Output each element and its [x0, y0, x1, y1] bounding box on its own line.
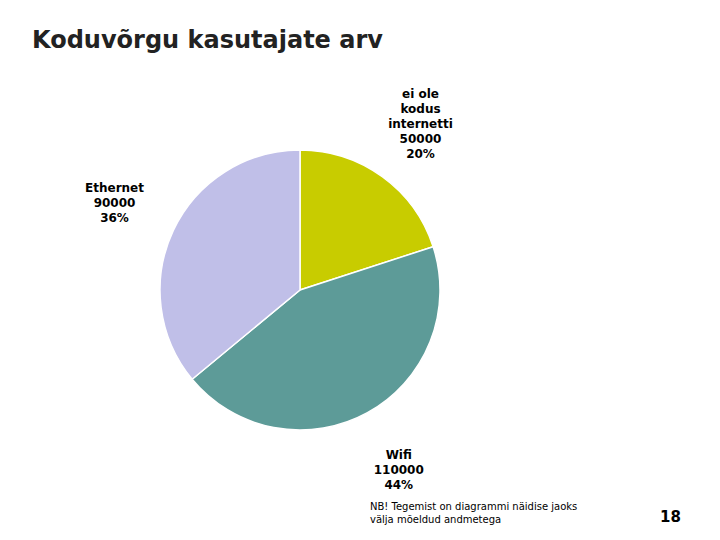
pie: [160, 150, 440, 430]
chart-root: Koduvõrgu kasutajate arv ei olekodusinter…: [0, 0, 720, 540]
slice-label: ei olekodusinternetti5000020%: [388, 87, 453, 161]
data-label: 36%: [100, 211, 129, 225]
category-label-line: ei ole: [402, 87, 439, 101]
slide-number: 18: [660, 508, 681, 526]
count-label: 90000: [94, 196, 136, 210]
slice-label: Wifi11000044%: [374, 448, 424, 492]
note-line: NB! Tegemist on diagrammi näidise jaoks: [370, 501, 577, 512]
category-label: Wifi: [386, 448, 412, 462]
category-label-line: kodus: [400, 102, 440, 116]
slice-label: Ethernet9000036%: [85, 181, 144, 225]
slice-labels: ei olekodusinternetti5000020% Wifi1100004…: [85, 87, 453, 491]
note: NB! Tegemist on diagrammi näidise jaoks v…: [370, 501, 577, 525]
note-line: välja mõeldud andmetega: [370, 514, 501, 525]
chart-title: Koduvõrgu kasutajate arv: [32, 26, 383, 54]
count-label: 50000: [400, 132, 442, 146]
category-label-line: Ethernet: [85, 181, 144, 195]
data-label: 44%: [384, 478, 413, 492]
category-label: Ethernet: [85, 181, 144, 195]
category-label: ei olekodusinternetti: [388, 87, 453, 131]
count-label: 110000: [374, 463, 424, 477]
category-label-line: internetti: [388, 117, 453, 131]
pie-slice: [160, 150, 300, 379]
category-label-line: Wifi: [386, 448, 412, 462]
data-label: 20%: [406, 147, 435, 161]
